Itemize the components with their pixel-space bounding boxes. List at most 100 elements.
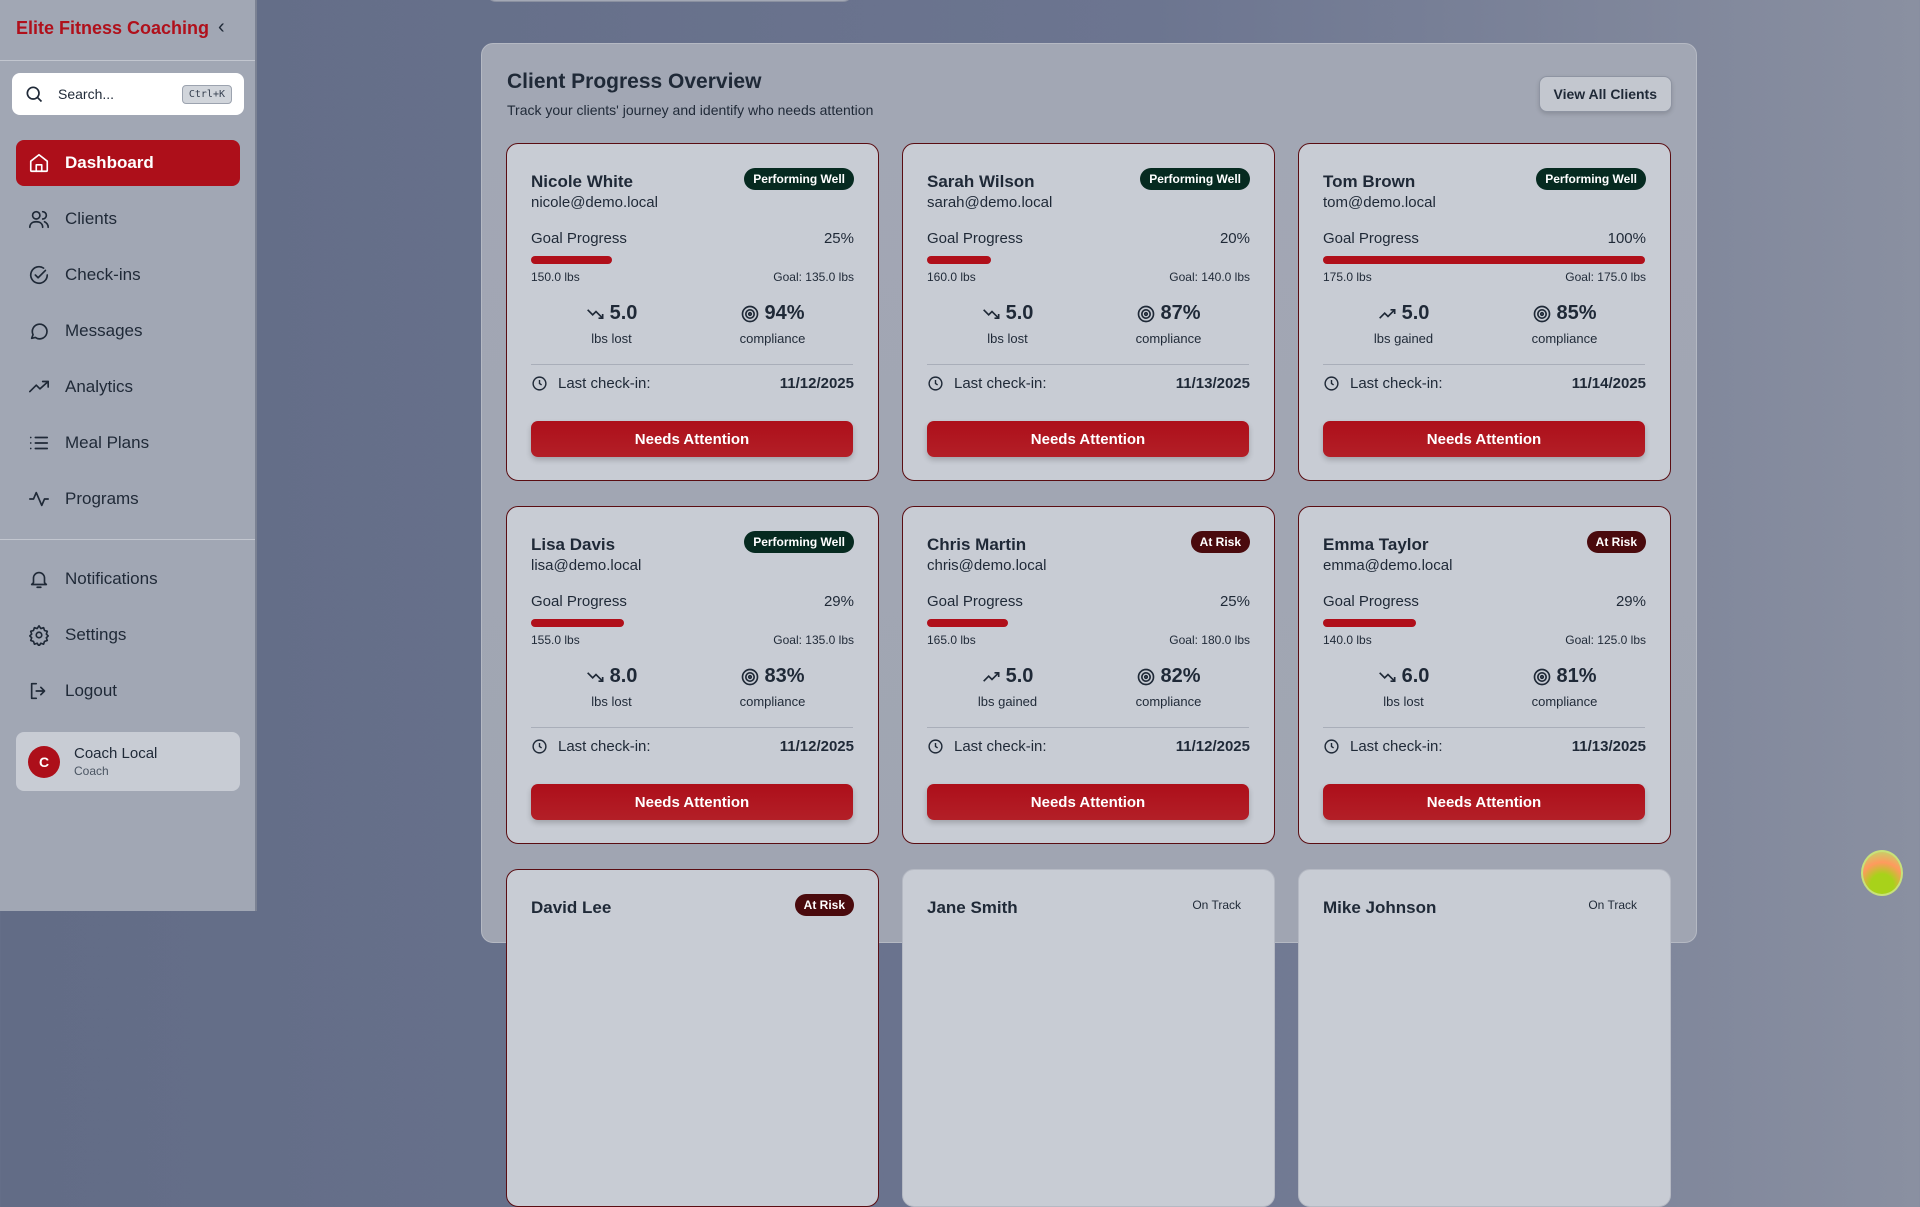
goal-weight: Goal: 135.0 lbs: [773, 270, 854, 284]
trending-up-icon: [1378, 308, 1396, 319]
last-checkin-date: 11/14/2025: [1571, 375, 1646, 392]
page-subtitle: Track your clients' journey and identify…: [507, 102, 874, 118]
client-name: Lisa Davis: [531, 535, 616, 554]
compliance-label: compliance: [1135, 331, 1202, 346]
clock-icon: [532, 376, 547, 391]
weight-change-stat: 5.0 lbs lost: [927, 302, 1088, 346]
client-email: sarah@demo.local: [927, 194, 1053, 211]
last-checkin-date: 11/13/2025: [1571, 738, 1646, 755]
needs-attention-button[interactable]: Needs Attention: [927, 421, 1249, 457]
last-checkin-date: 11/12/2025: [779, 738, 854, 755]
needs-attention-button[interactable]: Needs Attention: [1323, 784, 1645, 820]
goal-progress-bar: [1323, 256, 1645, 264]
users-icon: [29, 210, 49, 229]
collapse-sidebar-icon[interactable]: ‹: [218, 16, 225, 38]
clock-icon: [928, 376, 943, 391]
weight-change-label: lbs gained: [1373, 331, 1434, 346]
sidebar-item-messages[interactable]: Messages: [16, 308, 240, 354]
start-weight: 150.0 lbs: [531, 270, 580, 284]
last-checkin-label: Last check-in:: [558, 375, 651, 392]
sidebar-item-label: Check-ins: [65, 265, 141, 284]
goal-progress-label: Goal Progress: [1323, 230, 1419, 247]
compliance-value: 87%: [1160, 302, 1201, 324]
sidebar-item-analytics[interactable]: Analytics: [16, 364, 240, 410]
progress-fill: [1323, 619, 1417, 627]
client-card[interactable]: Tom Brown Performing Well tom@demo.local …: [1298, 143, 1671, 481]
target-icon: [1138, 305, 1155, 322]
search-input[interactable]: Search... Ctrl+K: [12, 73, 244, 115]
check-circle-icon: [29, 265, 49, 285]
client-email: tom@demo.local: [1323, 194, 1436, 211]
view-all-clients-button[interactable]: View All Clients: [1538, 76, 1672, 112]
client-card[interactable]: Lisa Davis Performing Well lisa@demo.loca…: [506, 506, 879, 844]
compliance-value: 85%: [1556, 302, 1597, 324]
goal-progress-bar: [531, 619, 853, 627]
needs-attention-button[interactable]: Needs Attention: [531, 784, 853, 820]
client-name: Nicole White: [531, 172, 634, 191]
compliance-stat: 94% compliance: [692, 302, 853, 346]
goal-progress-bar: [927, 619, 1249, 627]
weight-change-label: lbs lost: [987, 331, 1028, 346]
status-badge: Performing Well: [744, 168, 854, 190]
search-placeholder: Search...: [58, 86, 115, 102]
goal-progress-value: 25%: [1219, 593, 1250, 610]
goal-progress-label: Goal Progress: [927, 230, 1023, 247]
clock-icon: [532, 739, 547, 754]
weight-change-stat: 5.0 lbs lost: [531, 302, 692, 346]
client-card[interactable]: Emma Taylor At Risk emma@demo.local Goal …: [1298, 506, 1671, 844]
divider: [531, 364, 853, 365]
sidebar-item-dashboard[interactable]: Dashboard: [16, 140, 240, 186]
client-card[interactable]: Sarah Wilson Performing Well sarah@demo.l…: [902, 143, 1275, 481]
status-badge: At Risk: [1586, 531, 1646, 553]
compliance-value: 83%: [764, 665, 805, 687]
status-badge: On Track: [1192, 898, 1241, 912]
sidebar-item-clients[interactable]: Clients: [16, 196, 240, 242]
compliance-value: 82%: [1160, 665, 1201, 687]
status-badge: At Risk: [1190, 531, 1250, 553]
trending-down-icon: [586, 308, 604, 319]
sidebar-item-programs[interactable]: Programs: [16, 476, 240, 522]
client-name: Tom Brown: [1323, 172, 1416, 191]
client-card[interactable]: Jane Smith On Track: [902, 869, 1275, 1207]
goal-progress-label: Goal Progress: [531, 230, 627, 247]
client-email: lisa@demo.local: [531, 557, 642, 574]
needs-attention-button[interactable]: Needs Attention: [1323, 421, 1645, 457]
brand-title: Elite Fitness Coaching: [16, 18, 210, 38]
needs-attention-button[interactable]: Needs Attention: [531, 421, 853, 457]
start-weight: 160.0 lbs: [927, 270, 976, 284]
compliance-label: compliance: [1531, 331, 1598, 346]
sidebar: Elite Fitness Coaching ‹ Search... Ctrl+…: [0, 0, 257, 911]
divider: [927, 727, 1249, 728]
user-profile[interactable]: C Coach Local Coach: [16, 732, 240, 791]
sidebar-item-meal-plans[interactable]: Meal Plans: [16, 420, 240, 466]
compliance-label: compliance: [739, 694, 806, 709]
user-name: Coach Local: [74, 745, 158, 762]
assistant-avatar-button[interactable]: [1861, 850, 1903, 896]
weight-change: 5.0: [1005, 302, 1034, 324]
start-weight: 165.0 lbs: [927, 633, 976, 647]
client-card[interactable]: Nicole White Performing Well nicole@demo.…: [506, 143, 879, 481]
sidebar-item-check-ins[interactable]: Check-ins: [16, 252, 240, 298]
last-checkin-label: Last check-in:: [954, 375, 1047, 392]
sidebar-item-notifications[interactable]: Notifications: [16, 556, 240, 602]
needs-attention-button[interactable]: Needs Attention: [927, 784, 1249, 820]
weight-change: 8.0: [609, 665, 638, 687]
status-badge: Performing Well: [1140, 168, 1250, 190]
sidebar-item-label: Messages: [65, 321, 143, 340]
avatar: C: [28, 745, 60, 778]
sidebar-item-logout[interactable]: Logout: [16, 668, 240, 714]
weight-change-label: lbs lost: [591, 331, 632, 346]
sidebar-item-settings[interactable]: Settings: [16, 612, 240, 658]
goal-progress-value: 29%: [823, 593, 854, 610]
compliance-stat: 81% compliance: [1484, 665, 1645, 709]
client-card[interactable]: Mike Johnson On Track: [1298, 869, 1671, 1207]
client-card[interactable]: Chris Martin At Risk chris@demo.local Goa…: [902, 506, 1275, 844]
sidebar-item-label: Programs: [65, 489, 139, 508]
client-card[interactable]: David Lee At Risk: [506, 869, 879, 1207]
logout-icon: [30, 682, 46, 700]
target-icon: [1534, 305, 1551, 322]
weight-change: 5.0: [1005, 665, 1034, 687]
goal-weight: Goal: 125.0 lbs: [1565, 633, 1646, 647]
goal-weight: Goal: 140.0 lbs: [1169, 270, 1250, 284]
progress-fill: [531, 256, 612, 264]
